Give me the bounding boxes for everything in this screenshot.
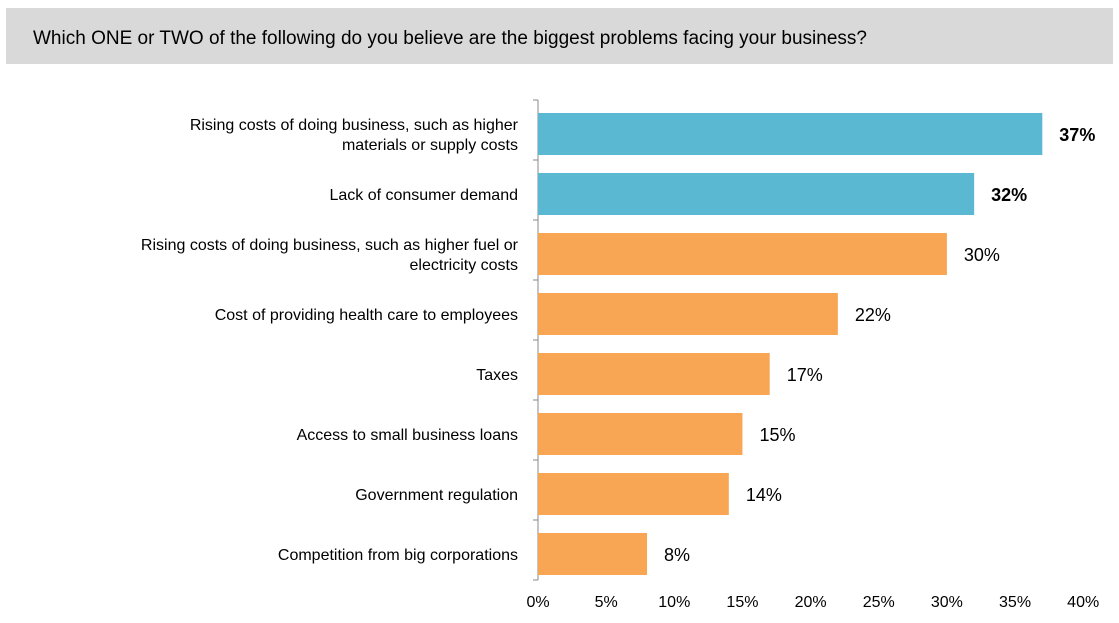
bar xyxy=(538,353,770,395)
category-label: Government regulation xyxy=(355,487,518,504)
category-label: Access to small business loans xyxy=(297,427,518,444)
category-label: Rising costs of doing business, such as … xyxy=(190,117,519,134)
bar xyxy=(538,413,743,455)
question-text: Which ONE or TWO of the following do you… xyxy=(33,28,867,49)
value-label: 14% xyxy=(746,485,782,505)
value-label: 32% xyxy=(991,185,1027,205)
value-label: 37% xyxy=(1059,125,1095,145)
x-tick-label: 0% xyxy=(526,594,549,611)
value-label: 8% xyxy=(664,545,690,565)
value-label: 15% xyxy=(759,425,795,445)
bar xyxy=(538,173,975,215)
category-label: Rising costs of doing business, such as … xyxy=(141,237,519,254)
x-tick-label: 30% xyxy=(931,594,963,611)
category-label: materials or supply costs xyxy=(342,137,518,154)
bar xyxy=(538,473,729,515)
x-tick-label: 25% xyxy=(863,594,895,611)
value-label: 30% xyxy=(964,245,1000,265)
bar xyxy=(538,233,947,275)
x-tick-label: 10% xyxy=(658,594,690,611)
x-tick-label: 35% xyxy=(999,594,1031,611)
x-tick-label: 20% xyxy=(795,594,827,611)
x-tick-label: 40% xyxy=(1067,594,1099,611)
category-label: Taxes xyxy=(476,367,518,384)
x-tick-label: 15% xyxy=(726,594,758,611)
bar xyxy=(538,113,1043,155)
x-tick-label: 5% xyxy=(595,594,618,611)
category-label: Competition from big corporations xyxy=(278,547,518,564)
question-banner: Which ONE or TWO of the following do you… xyxy=(6,8,1113,64)
value-label: 17% xyxy=(787,365,823,385)
category-label: electricity costs xyxy=(410,257,518,274)
value-label: 22% xyxy=(855,305,891,325)
category-label: Cost of providing health care to employe… xyxy=(215,307,518,324)
bar xyxy=(538,293,838,335)
category-label: Lack of consumer demand xyxy=(329,187,518,204)
bar xyxy=(538,533,648,575)
